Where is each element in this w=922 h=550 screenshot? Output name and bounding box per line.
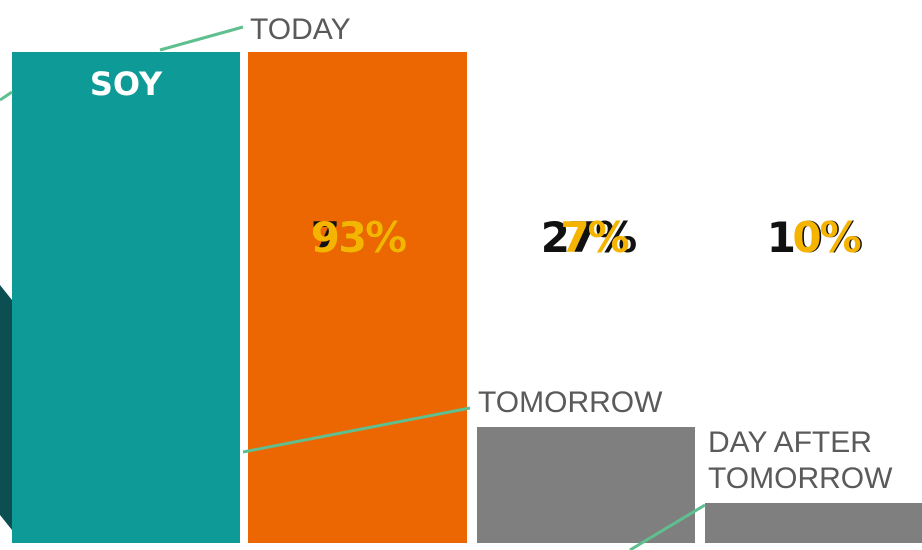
connector bbox=[242, 406, 471, 454]
percent-back: 27% bbox=[541, 213, 636, 262]
connector bbox=[159, 25, 244, 52]
side-shape bbox=[0, 285, 12, 530]
today-bar bbox=[248, 52, 467, 543]
percent-front: 7% bbox=[560, 213, 628, 262]
label: DAY AFTER bbox=[708, 426, 872, 459]
connector bbox=[0, 90, 13, 102]
label: TOMORROW bbox=[478, 386, 663, 419]
label: TODAY bbox=[250, 13, 351, 46]
tomorrow-bar bbox=[477, 427, 695, 543]
percent-front: 0% bbox=[792, 213, 860, 262]
connector bbox=[629, 503, 706, 550]
day-after-bar bbox=[705, 503, 922, 543]
percent-back: 10% bbox=[767, 213, 862, 262]
label: TOMORROW bbox=[708, 462, 893, 495]
percent-back: 73% bbox=[311, 213, 406, 262]
percent-front: 93% bbox=[311, 213, 406, 262]
brand: SOY bbox=[90, 65, 163, 103]
soy-bar bbox=[12, 52, 240, 543]
